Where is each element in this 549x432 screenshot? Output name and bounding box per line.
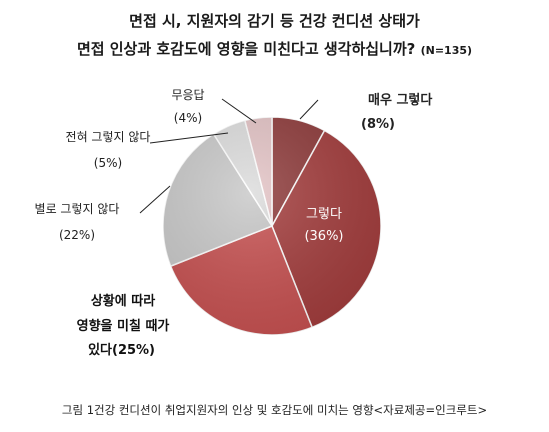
leader-line-not-really — [139, 185, 171, 214]
slice-pct-very-yes: (8%) — [361, 117, 395, 132]
chart-title-question: 면접 인상과 호감도에 영향을 미친다고 생각하십니까? — [76, 40, 416, 58]
slice-name-depends-line2: 영향을 미칠 때가 — [77, 318, 170, 334]
slice-name-very-yes: 매우 그렇다 — [368, 92, 432, 108]
pie-slices — [162, 116, 382, 336]
chart-title-line1: 면접 시, 지원자의 감기 등 건강 컨디션 상태가 — [129, 12, 420, 30]
slice-name-depends-line1: 상황에 따라 — [91, 293, 155, 309]
slice-name-depends-line3: 있다 — [88, 342, 112, 358]
slice-pct-not-really: (22%) — [59, 228, 95, 242]
slice-name-not-really: 별로 그렇지 않다 — [35, 201, 120, 216]
slice-name-yes: 그렇다 — [306, 207, 342, 222]
slice-name-no-answer: 무응답 — [171, 88, 204, 102]
slice-pct-no-answer: (4%) — [174, 111, 202, 125]
figure-caption: 그림 1건강 컨디션이 취업지원자의 인상 및 호감도에 미치는 영향<자료제공… — [61, 403, 488, 417]
leader-line-very-yes — [299, 99, 319, 120]
slice-pct-yes: (36%) — [304, 229, 343, 244]
leader-line-not-at-all — [149, 132, 229, 144]
slice-pct-depends: (25%) — [112, 343, 155, 358]
slice-pct-not-at-all: (5%) — [94, 156, 122, 170]
slice-name-not-at-all: 전혀 그렇지 않다 — [66, 129, 151, 144]
leader-lines — [139, 98, 319, 214]
chart-sample-size: (N=135) — [420, 44, 473, 57]
chart-title-line2: 면접 인상과 호감도에 영향을 미친다고 생각하십니까? (N=135) — [0, 38, 549, 59]
leader-line-no-answer — [221, 98, 257, 124]
